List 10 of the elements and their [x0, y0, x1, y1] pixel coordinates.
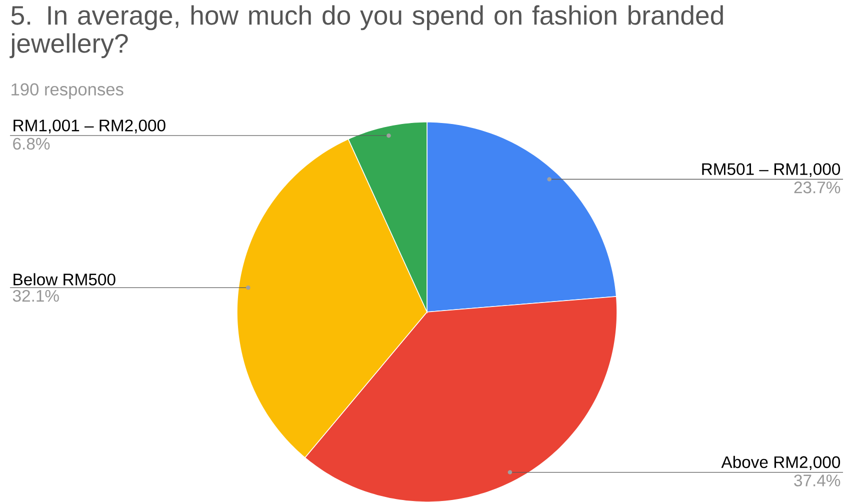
data-label: 37.4%: [794, 474, 840, 486]
slice-label: RM501 – RM1,000: [702, 163, 840, 177]
data-label: 6.8%: [13, 138, 50, 150]
slice-label: RM1,001 – RM2,000: [14, 120, 166, 134]
chart-title: 5. In average, how much do you spend on fashion branded jewellery?: [10, 5, 723, 58]
data-label: 32.1%: [12, 290, 59, 302]
slice-label: Above RM2,000: [721, 456, 840, 470]
slice-label: Below RM500: [14, 273, 116, 286]
chart-subtitle: 190 responses: [12, 83, 124, 99]
data-label: 23.7%: [794, 182, 840, 194]
